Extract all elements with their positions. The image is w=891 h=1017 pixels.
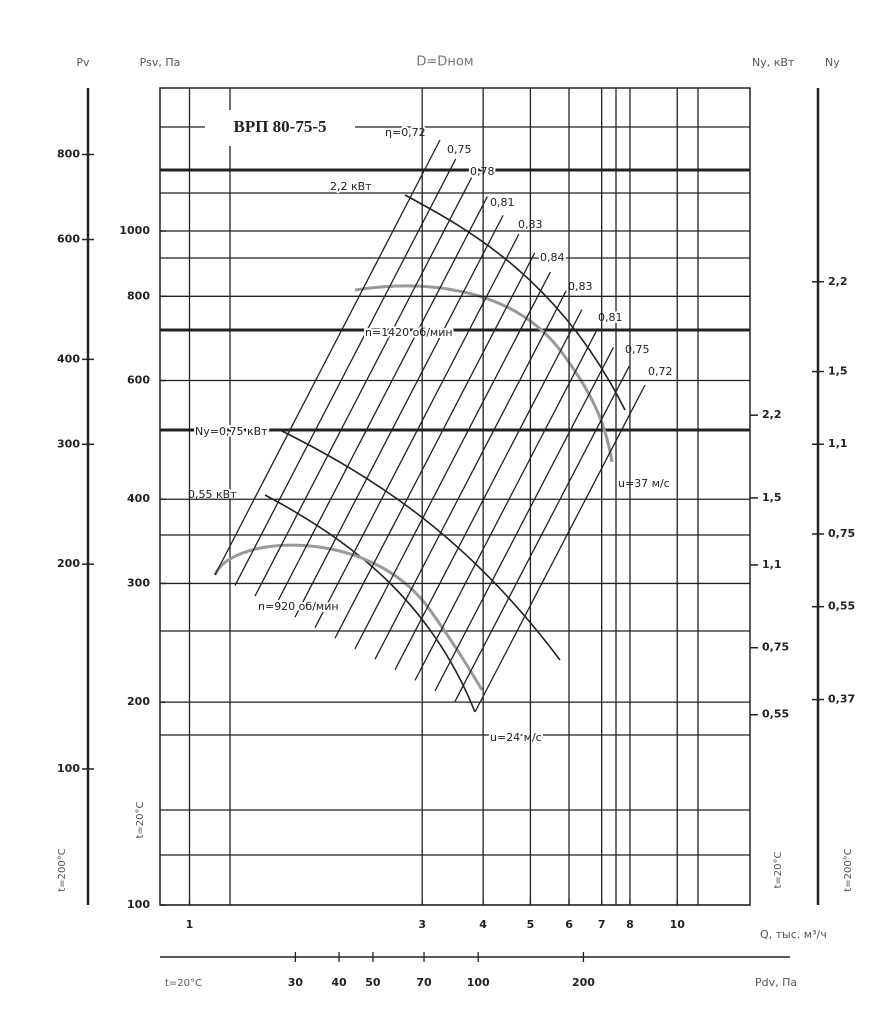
y-tick-label: 600: [57, 233, 80, 246]
power-curve: [279, 429, 561, 661]
major-grid: [160, 168, 750, 432]
annotation: 0,78: [470, 165, 495, 178]
y-tick-label: 300: [127, 576, 150, 589]
y-tick-label: 1000: [119, 224, 150, 237]
temperature-label: t=200°C: [57, 848, 68, 891]
x-tick-label: 30: [288, 976, 304, 989]
efficiency-line: [274, 196, 488, 607]
y-tick-label: 1,5: [762, 491, 782, 504]
y-tick-label: 0,75: [828, 527, 855, 540]
axis-title: Q, тыс. м³/ч: [760, 928, 827, 941]
y-tick-label: 800: [127, 289, 150, 302]
axis-title: Psv, Па: [140, 56, 181, 69]
speed-curve: [213, 543, 484, 691]
y-tick-label: 0,55: [762, 708, 789, 721]
y-tick-label: 0,75: [762, 641, 789, 654]
efficiency-line: [474, 384, 646, 713]
x-tick-label: 200: [572, 976, 595, 989]
y-tick-label: 600: [127, 374, 150, 387]
efficiency-line: [454, 365, 630, 702]
annotation: 0,75: [625, 343, 650, 356]
efficiency-line: [314, 233, 520, 628]
annotation: 0,75: [447, 143, 472, 156]
x-tick-label: 70: [416, 976, 432, 989]
x-tick-label: 5: [527, 918, 535, 931]
y-tick-label: 200: [57, 557, 80, 570]
y-tick-label: 1,1: [828, 437, 848, 450]
annotation: u=24 м/с: [490, 731, 542, 744]
annotation: 0,84: [540, 251, 565, 264]
efficiency-line: [334, 252, 536, 639]
x-tick-label: 50: [365, 976, 381, 989]
annotation: 2,2 кВт: [330, 180, 372, 193]
y-tick-label: 400: [127, 492, 150, 505]
efficiency-line: [434, 347, 615, 692]
power-curve: [404, 194, 626, 411]
temperature-label: t=20°C: [135, 801, 146, 838]
subtitle: ВРП 80-75-5: [233, 117, 326, 136]
annotations: η=0,72 0,75 0,78 0,81 0,83 0,84 0,83 0,8…: [186, 124, 675, 746]
x-tick-label: 7: [598, 918, 606, 931]
y-tick-label: 1,1: [762, 558, 782, 571]
y-tick-label: 1,5: [828, 365, 848, 378]
x-tick-label: 6: [565, 918, 573, 931]
y-tick-label: 100: [127, 898, 150, 911]
annotation: Ny=0,75 кВт: [195, 425, 268, 438]
y-tick-label: 2,2: [762, 408, 782, 421]
efficiency-line: [214, 139, 441, 576]
y-tick-label: 300: [57, 437, 80, 450]
y-tick-label: 200: [127, 695, 150, 708]
annotation: η=0,72: [385, 126, 426, 139]
temperature-label: t=20°C: [773, 851, 784, 888]
axis-title: Pv: [76, 56, 90, 69]
temperature-label: t=20°C: [165, 978, 202, 989]
x-tick-label: 10: [670, 918, 686, 931]
efficiency-line: [374, 290, 567, 660]
efficiency-line: [254, 177, 473, 597]
efficiency-line: [294, 215, 504, 618]
annotation: 0,72: [648, 365, 673, 378]
efficiency-line: [234, 158, 457, 586]
y-tick-label: 0,37: [828, 693, 855, 706]
annotation: u=37 м/с: [618, 477, 670, 490]
y-tick-label: 800: [57, 148, 80, 161]
efficiency-line: [394, 309, 583, 671]
title-box: [205, 110, 355, 146]
axis-title: Ny: [825, 56, 840, 69]
y-tick-label: 400: [57, 352, 80, 365]
annotation: 0,83: [568, 280, 593, 293]
x-tick-label: 1: [186, 918, 194, 931]
temperature-label: t=200°C: [843, 848, 854, 891]
y-tick-label: 100: [57, 762, 80, 775]
x-tick-label: 100: [467, 976, 490, 989]
efficiency-line: [354, 271, 551, 650]
axis-title: Pdv, Па: [755, 976, 797, 989]
x-tick-label: 3: [418, 918, 426, 931]
curves: [213, 139, 646, 713]
annotation: 0,81: [598, 311, 623, 324]
annotation: n=920 об/мин: [258, 600, 339, 613]
x-tick-label: 4: [479, 918, 487, 931]
annotation: n=1420 об/мин: [365, 326, 453, 339]
axis-title: Ny, кВт: [752, 56, 795, 69]
chart-title: D=Dном: [416, 55, 473, 70]
efficiency-line: [414, 328, 599, 681]
y-tick-label: 2,2: [828, 275, 848, 288]
y-tick-label: 0,55: [828, 600, 855, 613]
annotation: 0,81: [490, 196, 515, 209]
x-tick-label: 40: [331, 976, 347, 989]
x-tick-label: 8: [626, 918, 634, 931]
